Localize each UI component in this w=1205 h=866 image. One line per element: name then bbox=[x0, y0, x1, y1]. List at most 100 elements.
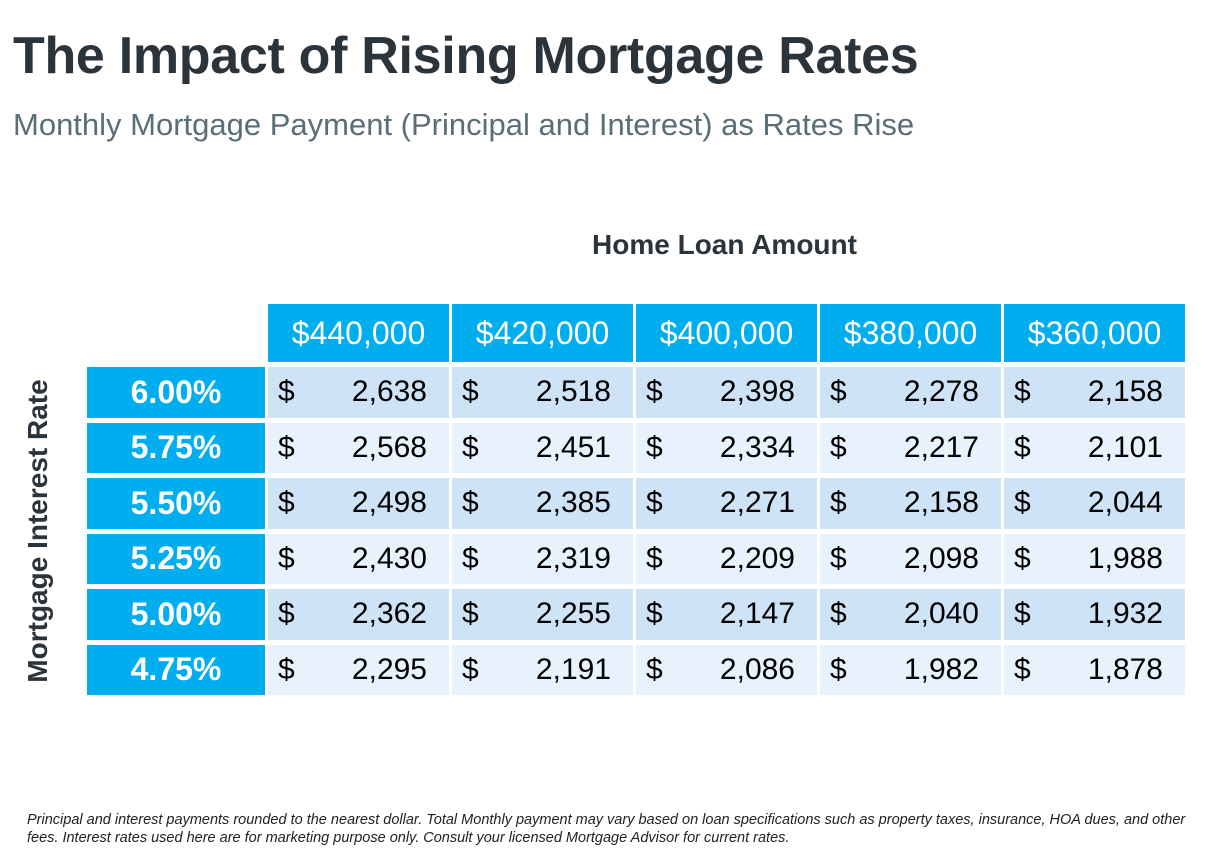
currency-symbol: $ bbox=[646, 541, 663, 575]
currency-symbol: $ bbox=[1014, 375, 1031, 409]
table-cell: $2,147 bbox=[636, 589, 817, 640]
payment-value: 1,878 bbox=[1087, 652, 1163, 686]
column-axis-label: Home Loan Amount bbox=[592, 229, 857, 260]
currency-symbol: $ bbox=[830, 597, 847, 631]
currency-symbol: $ bbox=[646, 375, 663, 409]
currency-symbol: $ bbox=[830, 652, 847, 686]
row-header-rate: 5.00% bbox=[87, 589, 265, 640]
payment-value: 2,398 bbox=[719, 375, 795, 409]
currency-symbol: $ bbox=[830, 486, 847, 520]
row-header-rate: 5.75% bbox=[87, 422, 265, 473]
payment-value: 1,982 bbox=[903, 652, 979, 686]
row-header-rate: 6.00% bbox=[87, 367, 265, 418]
payment-value: 2,385 bbox=[535, 486, 611, 520]
currency-symbol: $ bbox=[278, 486, 295, 520]
table-cell: $2,498 bbox=[268, 478, 449, 529]
payment-value: 2,191 bbox=[535, 652, 611, 686]
table-cell: $2,319 bbox=[452, 533, 633, 584]
currency-symbol: $ bbox=[462, 652, 479, 686]
table-cell: $2,278 bbox=[820, 367, 1001, 418]
payment-value: 1,988 bbox=[1087, 541, 1163, 575]
footnote: Principal and interest payments rounded … bbox=[27, 812, 1186, 846]
column-header: $360,000 bbox=[1004, 304, 1185, 362]
payment-value: 2,271 bbox=[719, 486, 795, 520]
payment-value: 2,158 bbox=[903, 486, 979, 520]
table-cell: $2,398 bbox=[636, 367, 817, 418]
currency-symbol: $ bbox=[278, 375, 295, 409]
table-cell: $2,044 bbox=[1004, 478, 1185, 529]
payment-value: 2,362 bbox=[351, 597, 427, 631]
table-cell: $2,086 bbox=[636, 644, 817, 695]
table-cell: $2,451 bbox=[452, 422, 633, 473]
currency-symbol: $ bbox=[462, 430, 479, 464]
currency-symbol: $ bbox=[646, 486, 663, 520]
table-cell: $2,158 bbox=[1004, 367, 1185, 418]
table-cell: $2,638 bbox=[268, 367, 449, 418]
table-cell: $2,295 bbox=[268, 644, 449, 695]
row-header-rate: 5.25% bbox=[87, 533, 265, 584]
table-cell: $2,217 bbox=[820, 422, 1001, 473]
currency-symbol: $ bbox=[830, 541, 847, 575]
payment-value: 2,278 bbox=[903, 375, 979, 409]
page-subtitle: Monthly Mortgage Payment (Principal and … bbox=[13, 107, 915, 142]
column-header: $420,000 bbox=[452, 304, 633, 362]
payment-value: 2,209 bbox=[719, 541, 795, 575]
currency-symbol: $ bbox=[278, 430, 295, 464]
currency-symbol: $ bbox=[278, 541, 295, 575]
table-corner bbox=[87, 304, 265, 362]
currency-symbol: $ bbox=[646, 652, 663, 686]
payment-value: 2,040 bbox=[903, 597, 979, 631]
table-cell: $2,518 bbox=[452, 367, 633, 418]
payment-value: 1,932 bbox=[1087, 597, 1163, 631]
currency-symbol: $ bbox=[278, 597, 295, 631]
page-title: The Impact of Rising Mortgage Rates bbox=[13, 27, 919, 85]
table-cell: $1,988 bbox=[1004, 533, 1185, 584]
payment-value: 2,334 bbox=[719, 430, 795, 464]
payment-value: 2,217 bbox=[903, 430, 979, 464]
payment-value: 2,638 bbox=[351, 375, 427, 409]
currency-symbol: $ bbox=[646, 597, 663, 631]
payment-value: 2,044 bbox=[1087, 486, 1163, 520]
currency-symbol: $ bbox=[462, 597, 479, 631]
payment-value: 2,158 bbox=[1087, 375, 1163, 409]
payment-value: 2,498 bbox=[351, 486, 427, 520]
currency-symbol: $ bbox=[1014, 652, 1031, 686]
row-header-rate: 4.75% bbox=[87, 644, 265, 695]
currency-symbol: $ bbox=[462, 541, 479, 575]
row-header-rate: 5.50% bbox=[87, 478, 265, 529]
table-cell: $1,878 bbox=[1004, 644, 1185, 695]
currency-symbol: $ bbox=[646, 430, 663, 464]
table-cell: $2,334 bbox=[636, 422, 817, 473]
payment-value: 2,319 bbox=[535, 541, 611, 575]
table-cell: $2,430 bbox=[268, 533, 449, 584]
table-cell: $2,101 bbox=[1004, 422, 1185, 473]
payment-value: 2,086 bbox=[719, 652, 795, 686]
payment-value: 2,098 bbox=[903, 541, 979, 575]
payment-value: 2,295 bbox=[351, 652, 427, 686]
column-header: $440,000 bbox=[268, 304, 449, 362]
table-cell: $2,040 bbox=[820, 589, 1001, 640]
payment-value: 2,147 bbox=[719, 597, 795, 631]
currency-symbol: $ bbox=[1014, 486, 1031, 520]
table-cell: $1,932 bbox=[1004, 589, 1185, 640]
currency-symbol: $ bbox=[830, 430, 847, 464]
currency-symbol: $ bbox=[462, 486, 479, 520]
table-cell: $1,982 bbox=[820, 644, 1001, 695]
payment-value: 2,568 bbox=[351, 430, 427, 464]
table-cell: $2,098 bbox=[820, 533, 1001, 584]
table-cell: $2,568 bbox=[268, 422, 449, 473]
table-cell: $2,385 bbox=[452, 478, 633, 529]
column-header: $400,000 bbox=[636, 304, 817, 362]
table-cell: $2,158 bbox=[820, 478, 1001, 529]
payment-table: $440,000 $420,000 $400,000 $380,000 $360,000… bbox=[87, 304, 1185, 695]
currency-symbol: $ bbox=[278, 652, 295, 686]
payment-value: 2,451 bbox=[535, 430, 611, 464]
currency-symbol: $ bbox=[830, 375, 847, 409]
currency-symbol: $ bbox=[1014, 541, 1031, 575]
table-cell: $2,271 bbox=[636, 478, 817, 529]
currency-symbol: $ bbox=[1014, 430, 1031, 464]
table-cell: $2,209 bbox=[636, 533, 817, 584]
table-cell: $2,191 bbox=[452, 644, 633, 695]
row-axis-label: Mortgage Interest Rate bbox=[22, 379, 53, 683]
column-header: $380,000 bbox=[820, 304, 1001, 362]
